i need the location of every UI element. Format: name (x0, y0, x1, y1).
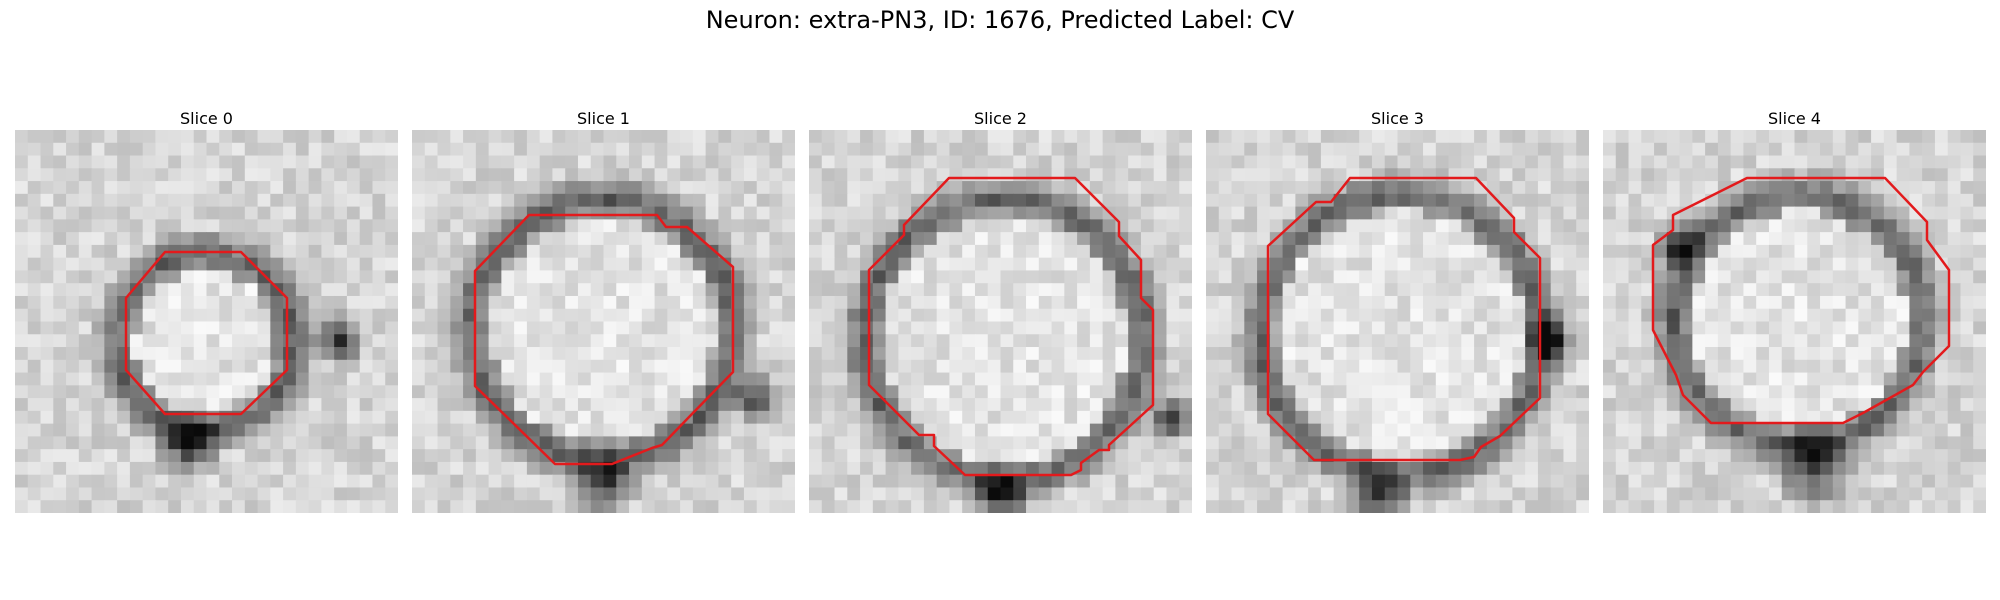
slice-image (809, 130, 1192, 513)
segmentation-contour (867, 176, 1155, 477)
image-pixels (1206, 130, 1589, 513)
slice-image (1603, 130, 1986, 513)
slice-panel-0: Slice 0 (15, 108, 398, 513)
slice-panel-4: Slice 4 (1603, 108, 1986, 513)
slice-panel-3: Slice 3 (1206, 108, 1589, 513)
segmentation-contour (124, 250, 289, 416)
slice-image (15, 130, 398, 513)
slice-title: Slice 0 (180, 109, 233, 128)
slice-image (412, 130, 795, 513)
slice-title: Slice 2 (974, 109, 1027, 128)
image-pixels (15, 130, 398, 513)
image-pixels (1603, 130, 1986, 513)
segmentation-contour (1266, 176, 1542, 462)
slice-title: Slice 1 (577, 109, 630, 128)
slice-panel-2: Slice 2 (809, 108, 1192, 513)
slice-image (1206, 130, 1589, 513)
slice-title: Slice 4 (1768, 109, 1821, 128)
slice-title: Slice 3 (1371, 109, 1424, 128)
segmentation-contour (473, 213, 735, 466)
segmentation-contour (1651, 176, 1951, 425)
image-pixels (412, 130, 795, 513)
figure-title: Neuron: extra-PN3, ID: 1676, Predicted L… (705, 6, 1295, 34)
slice-panel-1: Slice 1 (412, 108, 795, 513)
image-pixels (809, 130, 1192, 513)
